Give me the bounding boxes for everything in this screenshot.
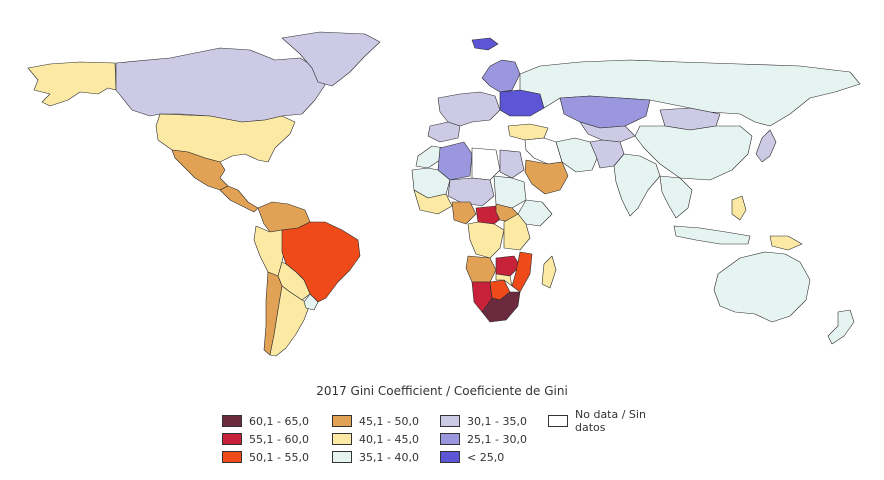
- region-argentina: [269, 285, 311, 357]
- region-iran: [555, 137, 599, 173]
- region-egypt: [499, 149, 525, 179]
- region-west-africa-coast: [413, 189, 453, 215]
- legend-item: 35,1 - 40,0: [332, 448, 440, 466]
- legend-item: 60,1 - 65,0: [222, 412, 332, 430]
- legend-swatch: [440, 415, 460, 427]
- legend-item: No data / Sin datos: [548, 408, 678, 434]
- region-canada: [115, 47, 326, 123]
- legend-swatch: [440, 433, 460, 445]
- region-western-europe: [437, 91, 501, 127]
- region-turkey: [507, 123, 549, 141]
- region-saudi-arabia: [524, 159, 569, 195]
- region-australia: [713, 251, 811, 323]
- region-iceland: [471, 37, 499, 51]
- region-madagascar: [541, 255, 557, 289]
- map-legend: 2017 Gini Coefficient / Coeficiente de G…: [0, 384, 884, 474]
- legend-label: 60,1 - 65,0: [249, 414, 309, 428]
- legend-label: 25,1 - 30,0: [467, 432, 527, 446]
- legend-item: 40,1 - 45,0: [332, 430, 440, 448]
- legend-items: 60,1 - 65,0 55,1 - 60,0 50,1 - 55,0 45,1…: [222, 408, 678, 466]
- region-papua-new-guinea: [769, 235, 803, 251]
- region-indonesia: [673, 225, 751, 245]
- region-southeast-asia: [659, 175, 693, 219]
- region-eastern-europe: [499, 89, 545, 117]
- region-nigeria: [451, 201, 477, 225]
- region-libya: [471, 147, 501, 181]
- region-alaska: [27, 61, 117, 107]
- legend-item: < 25,0: [440, 448, 548, 466]
- region-iberia: [427, 121, 461, 143]
- region-china: [634, 125, 753, 181]
- countries-layer: [27, 31, 861, 357]
- region-uruguay: [303, 293, 319, 311]
- world-choropleth-map: [27, 31, 861, 357]
- region-zambia: [495, 255, 521, 277]
- legend-swatch: [222, 433, 242, 445]
- region-central-america: [219, 185, 259, 213]
- region-east-africa: [503, 213, 531, 251]
- legend-label: 30,1 - 35,0: [467, 414, 527, 428]
- region-new-zealand: [827, 309, 855, 345]
- legend-label: 35,1 - 40,0: [359, 450, 419, 464]
- legend-item: 25,1 - 30,0: [440, 430, 548, 448]
- region-zimbabwe: [495, 273, 513, 287]
- region-sudan: [493, 175, 527, 209]
- legend-item: 45,1 - 50,0: [332, 412, 440, 430]
- legend-label: 55,1 - 60,0: [249, 432, 309, 446]
- region-south-africa: [481, 291, 521, 323]
- legend-label: 45,1 - 50,0: [359, 414, 419, 428]
- region-central-asia: [579, 121, 636, 143]
- legend-label: 40,1 - 45,0: [359, 432, 419, 446]
- world-map: [20, 30, 870, 365]
- legend-label: 50,1 - 55,0: [249, 450, 309, 464]
- legend-item: 50,1 - 55,0: [222, 448, 332, 466]
- region-scandinavia: [481, 59, 521, 93]
- region-dr-congo: [467, 221, 505, 259]
- region-japan: [755, 129, 777, 163]
- region-kazakhstan: [559, 95, 651, 129]
- region-philippines: [731, 195, 747, 221]
- legend-label: No data / Sin datos: [575, 408, 646, 434]
- legend-label: < 25,0: [467, 450, 505, 464]
- region-india: [613, 153, 661, 217]
- legend-swatch: [548, 415, 568, 427]
- legend-item: 30,1 - 35,0: [440, 412, 548, 430]
- legend-swatch: [332, 451, 352, 463]
- legend-swatch: [222, 451, 242, 463]
- legend-swatch: [332, 433, 352, 445]
- region-angola: [465, 255, 497, 283]
- legend-item: 55,1 - 60,0: [222, 430, 332, 448]
- legend-swatch: [332, 415, 352, 427]
- legend-swatch: [440, 451, 460, 463]
- region-greenland: [281, 31, 381, 87]
- region-niger-chad: [447, 177, 495, 207]
- legend-swatch: [222, 415, 242, 427]
- legend-title: 2017 Gini Coefficient / Coeficiente de G…: [316, 384, 568, 398]
